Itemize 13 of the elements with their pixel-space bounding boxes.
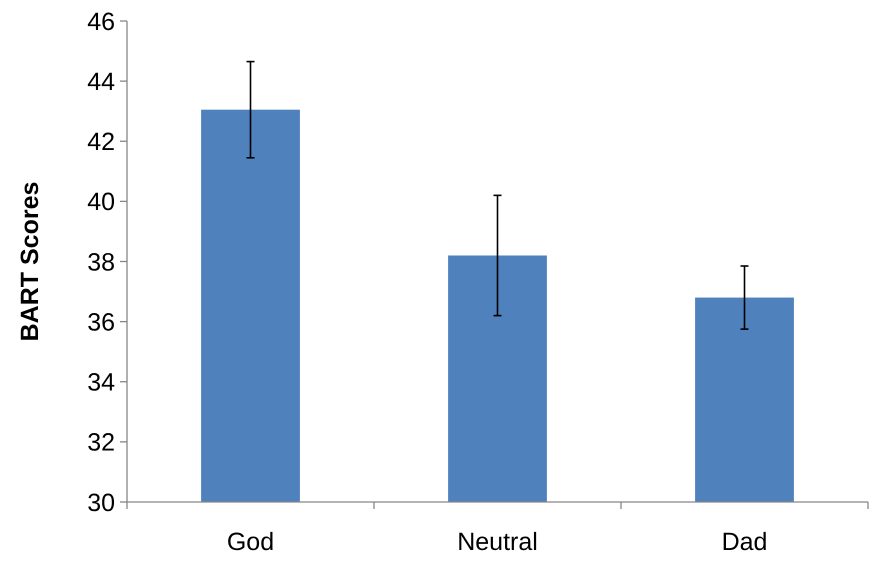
y-tick-label: 44: [87, 68, 116, 96]
x-tick-label: God: [226, 528, 274, 556]
y-tick-label: 46: [87, 8, 115, 36]
y-tick-label: 42: [87, 128, 115, 156]
y-tick-label: 40: [87, 188, 115, 216]
y-tick-label: 30: [87, 488, 115, 517]
y-tick-label: 32: [87, 428, 115, 457]
y-tick-label: 34: [87, 368, 116, 396]
y-tick-label: 36: [87, 308, 115, 336]
x-tick-label: Neutral: [457, 528, 538, 556]
x-tick-label: Dad: [722, 528, 768, 556]
y-tick-label: 38: [87, 248, 115, 276]
y-axis-title: BART Scores: [16, 182, 44, 342]
